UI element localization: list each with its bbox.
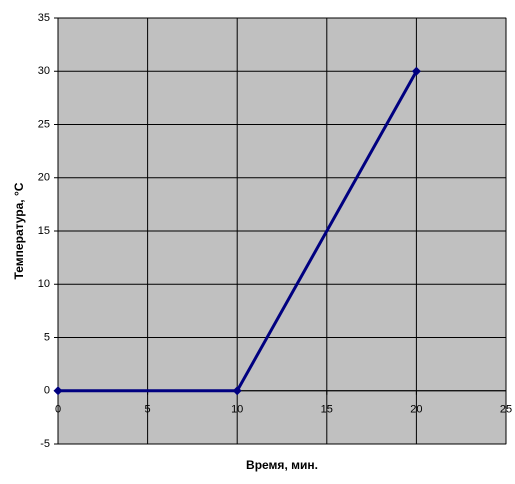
y-tick-label: 20: [38, 172, 50, 184]
y-tick-label: 0: [44, 385, 50, 397]
y-tick-label: 10: [38, 278, 50, 290]
y-tick-label: 15: [38, 225, 50, 237]
y-tick-label: 35: [38, 12, 50, 24]
y-tick-label: 30: [38, 65, 50, 77]
y-tick-label: 5: [44, 331, 50, 343]
y-tick-label: 25: [38, 118, 50, 130]
y-axis-title: Температура, °С: [12, 182, 26, 279]
x-tick-label: 15: [321, 404, 333, 416]
y-tick-label: -5: [40, 438, 50, 450]
data-point: [232, 386, 242, 396]
x-tick-label: 10: [231, 404, 243, 416]
x-tick-label: 25: [500, 404, 512, 416]
x-tick-label: 20: [410, 404, 422, 416]
data-point: [411, 66, 421, 76]
x-tick-label: 5: [145, 404, 151, 416]
x-axis-title: Время, мин.: [246, 458, 318, 472]
data-point: [53, 386, 63, 396]
